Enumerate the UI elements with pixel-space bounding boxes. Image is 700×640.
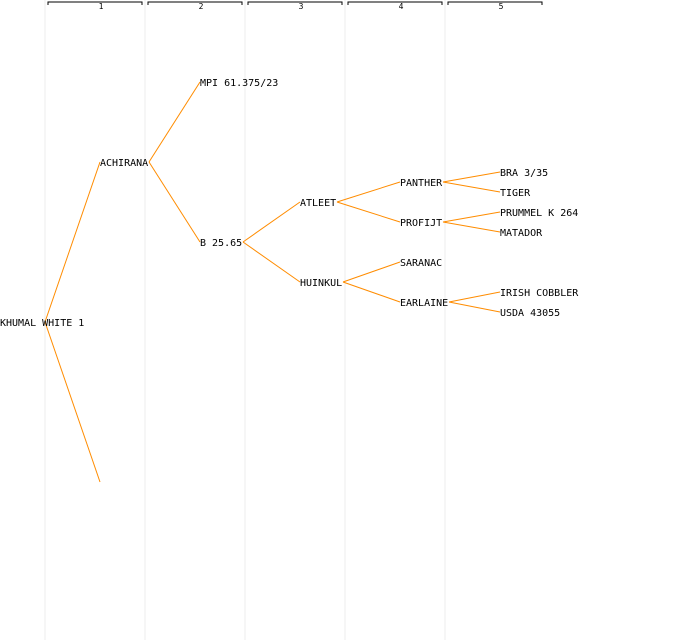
pedigree-node-label: HUINKUL xyxy=(300,278,342,289)
pedigree-node-label: IRISH COBBLER xyxy=(500,288,579,299)
pedigree-edge xyxy=(44,321,101,483)
generation-header-bracket xyxy=(447,1,543,5)
pedigree-node-label: USDA 43055 xyxy=(500,308,560,319)
pedigree-edge xyxy=(336,181,401,203)
generation-guides: 1 2 3 4 5 xyxy=(44,0,543,640)
pedigree-edge xyxy=(342,281,401,303)
pedigree-node-label: PROFIJT xyxy=(400,218,442,229)
pedigree-node-label: TIGER xyxy=(500,188,531,199)
pedigree-node-label: BRA 3/35 xyxy=(500,168,548,179)
generation-header-label: 2 xyxy=(199,2,204,11)
pedigree-edge xyxy=(242,201,301,243)
generation-header-label: 3 xyxy=(299,2,304,11)
pedigree-labels: KHUMAL WHITE 1 ACHIRANA MPI 61.375/23 B 25.… xyxy=(0,78,579,329)
pedigree-edge xyxy=(442,221,501,233)
generation-header-label: 1 xyxy=(99,2,104,11)
pedigree-node-label: ACHIRANA xyxy=(100,158,148,169)
generation-header-label: 4 xyxy=(399,2,404,11)
generation-header-bracket xyxy=(147,1,243,5)
pedigree-edge xyxy=(442,211,501,223)
generation-header-label: 5 xyxy=(499,2,504,11)
pedigree-node-label: SARANAC xyxy=(400,258,442,269)
pedigree-node-label: B 25.65 xyxy=(200,238,242,249)
pedigree-node-label: EARLAINE xyxy=(400,298,448,309)
pedigree-edge xyxy=(442,181,501,193)
pedigree-node-label: PRUMMEL K 264 xyxy=(500,208,578,219)
pedigree-edge xyxy=(336,201,401,223)
pedigree-node-label: MPI 61.375/23 xyxy=(200,78,278,89)
pedigree-edge xyxy=(342,261,401,283)
pedigree-edge xyxy=(448,291,501,303)
generation-header-bracket xyxy=(247,1,343,5)
pedigree-edge xyxy=(44,161,101,323)
pedigree-edge xyxy=(148,161,201,243)
pedigree-node-label: ATLEET xyxy=(300,198,336,209)
generation-header-bracket xyxy=(347,1,443,5)
pedigree-edge xyxy=(442,171,501,183)
pedigree-edge xyxy=(242,241,301,283)
pedigree-edge xyxy=(148,81,201,163)
root-node-label: KHUMAL WHITE 1 xyxy=(0,318,84,329)
generation-header-bracket xyxy=(47,1,143,5)
pedigree-edges xyxy=(44,81,501,483)
pedigree-node-label: MATADOR xyxy=(500,228,543,239)
pedigree-node-label: PANTHER xyxy=(400,178,443,189)
pedigree-edge xyxy=(448,301,501,313)
